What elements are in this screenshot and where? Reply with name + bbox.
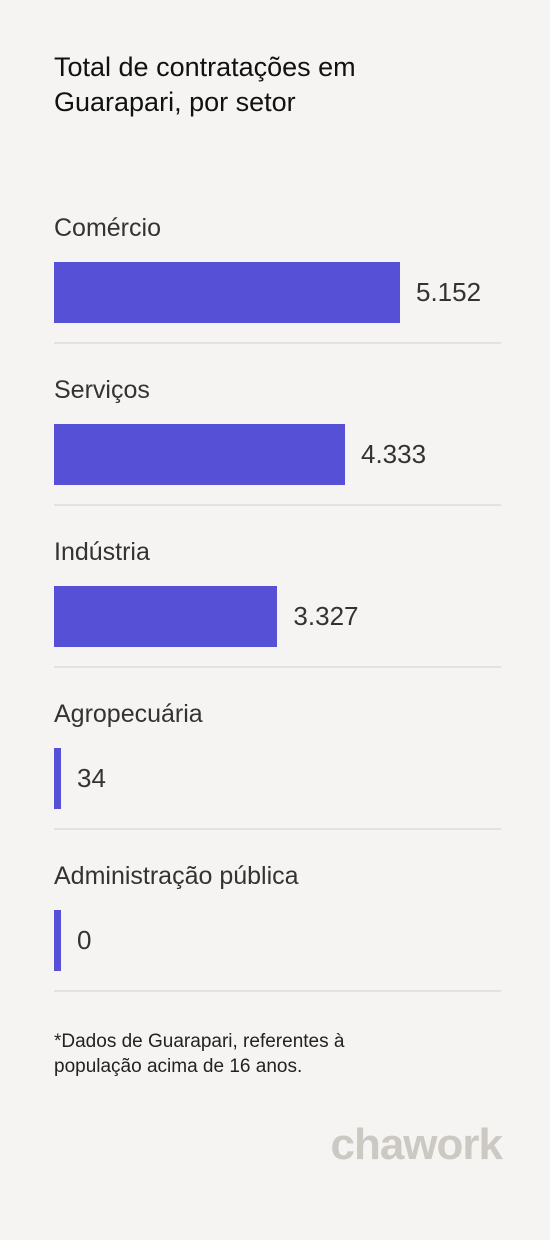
value-label: 3.327 xyxy=(293,601,359,631)
separator xyxy=(54,342,501,344)
category-label: Indústria xyxy=(54,538,150,566)
value-label: 5.152 xyxy=(416,277,482,307)
category-label: Serviços xyxy=(54,376,150,404)
category-label: Administração pública xyxy=(54,862,299,890)
brand-logo: chawork xyxy=(330,1120,503,1169)
bar xyxy=(54,262,400,323)
bar xyxy=(54,748,61,809)
category-label: Comércio xyxy=(54,214,161,242)
bar xyxy=(54,424,345,485)
footnote: *Dados de Guarapari, referentes à popula… xyxy=(54,1031,345,1077)
value-label: 4.333 xyxy=(360,439,427,469)
bar xyxy=(54,910,61,971)
value-label: 0 xyxy=(77,925,92,955)
category-label: Agropecuária xyxy=(54,700,203,728)
bar xyxy=(54,586,278,647)
separator xyxy=(54,990,501,992)
value-label: 34 xyxy=(77,763,106,793)
separator xyxy=(54,828,501,830)
separator xyxy=(54,504,501,506)
separator xyxy=(54,666,501,668)
chart-title: Total de contratações em Guarapari, por … xyxy=(54,52,356,117)
